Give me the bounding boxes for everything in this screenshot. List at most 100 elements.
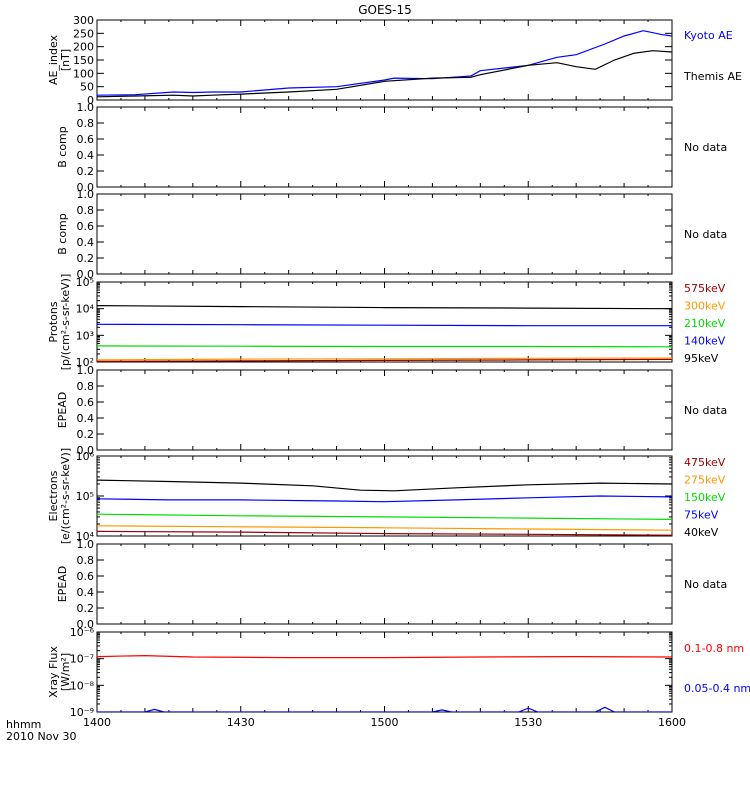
series-line-275kev <box>97 525 672 531</box>
panel-frame <box>96 369 673 451</box>
y-axis-label: B comp <box>56 213 69 255</box>
y-axis-label: AE_index <box>47 34 60 85</box>
y-tick-label: 10² <box>76 356 94 369</box>
figure-title: GOES-15 <box>358 3 412 17</box>
series-line-300kev <box>97 357 672 361</box>
panel-epead-2: 0.0 0.2 0.4 0.6 0.8 1.0 EPEAD No data <box>56 538 727 631</box>
y-tick-label: 1.0 <box>77 188 95 201</box>
series-line-150kev <box>97 513 672 520</box>
legend-label: 95keV <box>684 352 719 365</box>
y-tick-label: 0.6 <box>77 220 95 233</box>
y-tick-label: 10⁻⁹ <box>70 706 94 719</box>
y-tick-label: 0.2 <box>77 165 95 178</box>
y-tick-label: 0 <box>87 94 94 107</box>
panel-xray: 10⁻⁹ 10⁻⁸ 10⁻⁷ 10⁻⁶ Xray Flux [W/m²] 0.1-0.8 n… <box>47 626 750 729</box>
y-tick-label: 0.0 <box>77 268 95 281</box>
series-line-95kev <box>97 305 672 310</box>
x-tick-label: 1530 <box>514 716 542 729</box>
series-line-40kev <box>97 479 672 492</box>
legend-label: 75keV <box>684 509 719 522</box>
y-tick-label: 0.6 <box>77 396 95 409</box>
y-tick-label: 10⁵ <box>76 276 94 289</box>
panel-electrons: 10⁴ 10⁵ 10⁶ Electrons [e/(cm²-s-sr-keV)] 475k… <box>47 448 726 544</box>
x-tick-label: 1430 <box>227 716 255 729</box>
series-line-575kev <box>97 358 672 362</box>
legend-label: 0.1-0.8 nm <box>684 642 744 655</box>
y-tick-label: 300 <box>73 14 94 27</box>
legend-label: 475keV <box>684 456 726 469</box>
y-tick-label: 100 <box>73 67 94 80</box>
y-axis-label: [p/(cm²-s-sr-keV)] <box>59 274 72 371</box>
y-axis-label: [W/m²] <box>59 653 72 691</box>
no-data-label: No data <box>684 141 727 154</box>
y-tick-label: 1.0 <box>77 101 95 114</box>
no-data-label: No data <box>684 228 727 241</box>
panel-frame <box>96 193 673 275</box>
y-tick-label: 10⁻⁷ <box>70 653 94 666</box>
series-line-0-1-0-8-nm <box>97 654 672 659</box>
x-tick-label: 1500 <box>371 716 399 729</box>
footer-date: 2010 Nov 30 <box>6 730 76 743</box>
legend-label: 275keV <box>684 474 726 487</box>
panel-epead-1: 0.0 0.2 0.4 0.6 0.8 1.0 EPEAD No data <box>56 364 727 457</box>
y-tick-label: 0.2 <box>77 602 95 615</box>
y-tick-label: 10⁴ <box>76 530 95 543</box>
y-tick-label: 0.6 <box>77 133 95 146</box>
no-data-label: No data <box>684 404 727 417</box>
y-tick-label: 0.6 <box>77 570 95 583</box>
series-line-75kev <box>97 495 672 503</box>
y-tick-label: 0.2 <box>77 252 95 265</box>
legend-label: 0.05-0.4 nm <box>684 682 750 695</box>
panel-frame <box>96 543 673 625</box>
y-axis-label: [e/(cm²-s-sr-keV)] <box>59 448 72 544</box>
panel-frame <box>96 631 673 713</box>
y-tick-label: 1.0 <box>77 538 95 551</box>
y-axis-label: Electrons <box>47 470 60 521</box>
y-tick-label: 10⁴ <box>76 303 95 316</box>
panel-b-comp-1: 0.0 0.2 0.4 0.6 0.8 1.0 B comp No data <box>56 101 727 194</box>
panel-frame <box>96 106 673 188</box>
y-axis-label: Xray Flux <box>47 646 60 698</box>
series-line-475kev <box>97 530 672 536</box>
panel-frame <box>96 281 673 363</box>
y-tick-label: 250 <box>73 27 94 40</box>
series-line-themis-ae <box>97 50 672 98</box>
y-tick-label: 0.0 <box>77 181 95 194</box>
y-axis-label: Protons <box>47 301 60 342</box>
legend-label: 575keV <box>684 282 726 295</box>
x-tick-label: 1600 <box>658 716 686 729</box>
y-tick-label: 0.2 <box>77 428 95 441</box>
footer-time-unit: hhmm <box>6 718 41 731</box>
series-line-210kev <box>97 345 672 348</box>
y-axis-label: EPEAD <box>56 566 69 603</box>
legend-label: 300keV <box>684 300 726 313</box>
legend-label: 150keV <box>684 491 726 504</box>
legend-label: 40keV <box>684 526 719 539</box>
panel-b-comp-2: 0.0 0.2 0.4 0.6 0.8 1.0 B comp No data <box>56 188 727 281</box>
y-tick-label: 10⁻⁸ <box>70 679 95 692</box>
y-axis-label: EPEAD <box>56 392 69 429</box>
legend-label: Kyoto AE <box>684 29 733 42</box>
x-tick-label: 1400 <box>83 716 111 729</box>
y-axis-label: [nT] <box>59 49 72 71</box>
panel-protons: 10² 10³ 10⁴ 10⁵ Protons [p/(cm²-s-sr-keV)] 575… <box>47 274 726 371</box>
y-tick-label: 0.4 <box>77 586 95 599</box>
y-tick-label: 0.8 <box>77 554 95 567</box>
legend-label: 210keV <box>684 317 726 330</box>
y-tick-label: 10⁵ <box>76 490 94 503</box>
legend-label: 140keV <box>684 335 726 348</box>
y-tick-label: 0.4 <box>77 236 95 249</box>
series-line-0-05-0-4-nm <box>97 706 672 712</box>
y-tick-label: 200 <box>73 41 94 54</box>
y-tick-label: 0.4 <box>77 412 95 425</box>
y-tick-label: 0.0 <box>77 444 95 457</box>
series-line-kyoto-ae <box>97 30 672 96</box>
y-tick-label: 0.8 <box>77 380 95 393</box>
legend-label: Themis AE <box>683 70 742 83</box>
series-line-140kev <box>97 323 672 327</box>
y-tick-label: 150 <box>73 54 94 67</box>
y-tick-label: 0.0 <box>77 618 95 631</box>
